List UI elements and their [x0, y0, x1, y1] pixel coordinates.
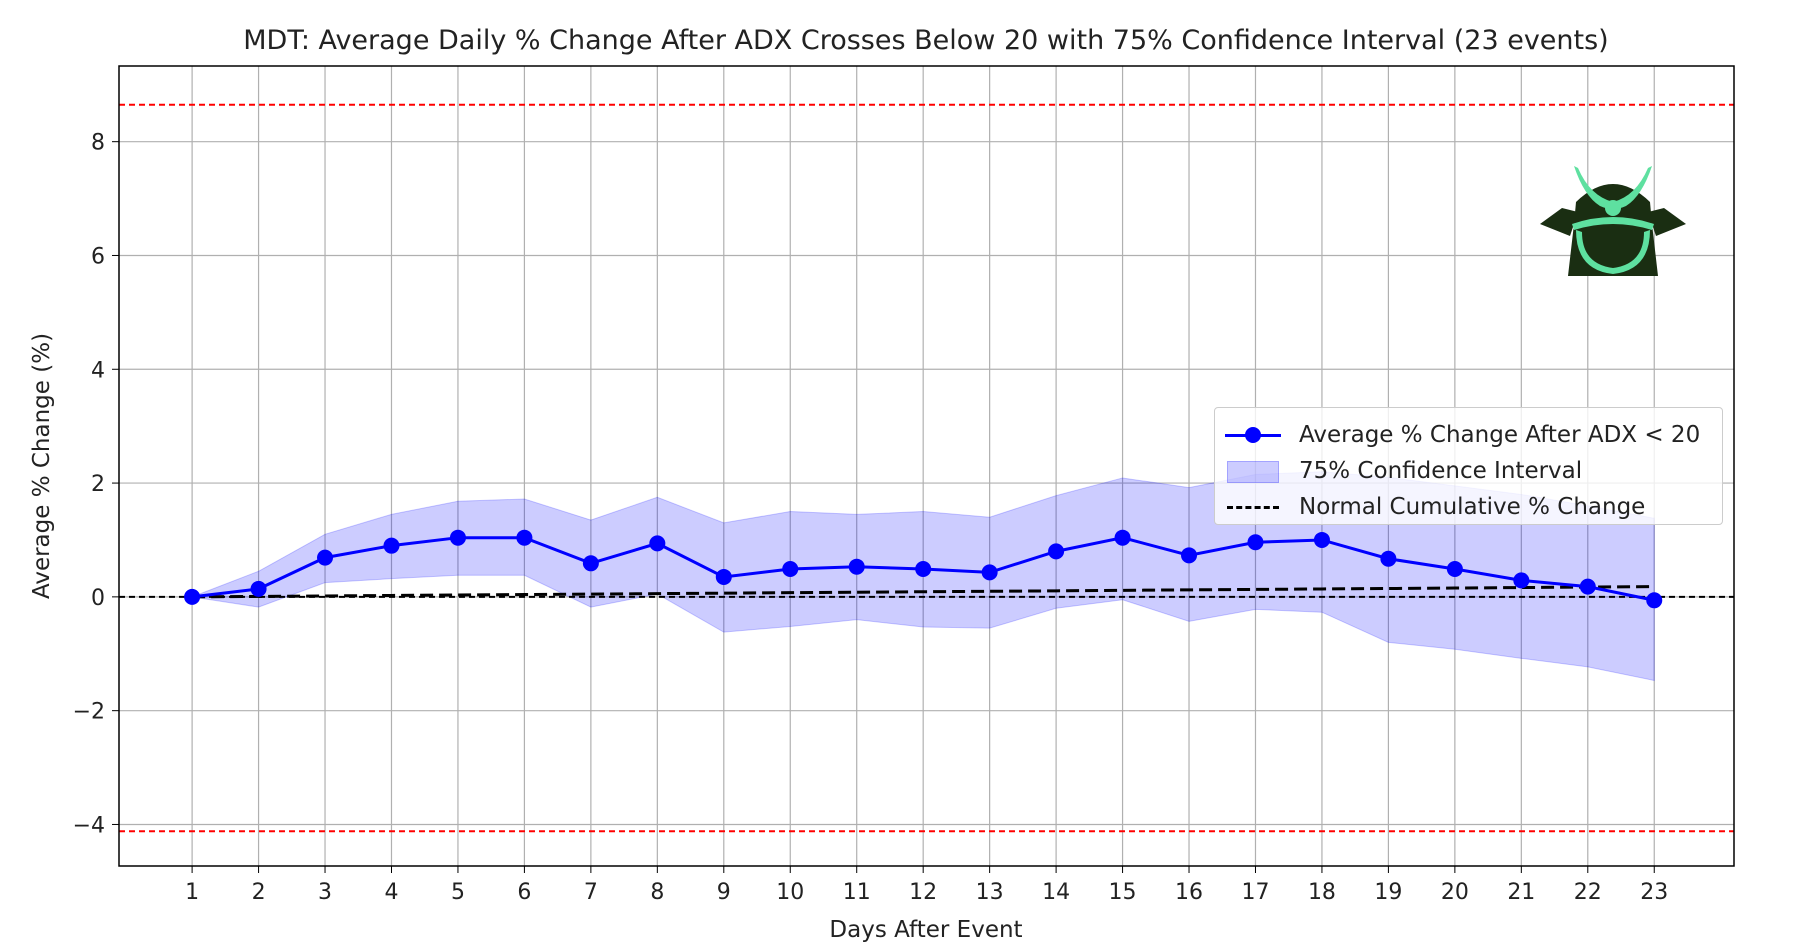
x-tick-label: 11 [843, 880, 871, 905]
x-tick-label: 14 [1042, 880, 1070, 905]
legend-band-icon [1225, 458, 1281, 484]
x-tick-label: 15 [1109, 880, 1137, 905]
average-point [915, 560, 932, 577]
y-tick-label: 0 [91, 586, 105, 611]
y-tick-label: −4 [73, 813, 105, 838]
chart-title: MDT: Average Daily % Change After ADX Cr… [243, 25, 1608, 56]
x-tick-label: 7 [584, 880, 598, 905]
y-tick-label: 2 [91, 472, 105, 497]
average-point [848, 558, 865, 575]
average-point [1579, 578, 1596, 595]
legend-label: 75% Confidence Interval [1299, 458, 1583, 484]
average-point [317, 549, 334, 566]
average-point [649, 535, 666, 552]
average-point [1114, 529, 1131, 546]
y-axis: −4 −2 0 2 4 6 8 [73, 131, 119, 838]
x-tick-label: 6 [517, 880, 531, 905]
x-tick-label: 4 [384, 880, 398, 905]
average-point [582, 555, 599, 572]
x-tick-label: 3 [318, 880, 332, 905]
x-tick-label: 2 [252, 880, 266, 905]
average-point [1181, 547, 1198, 564]
average-point [1048, 543, 1065, 560]
x-tick-label: 13 [976, 880, 1004, 905]
legend-dashed-line-icon [1225, 494, 1281, 520]
x-tick-label: 17 [1241, 880, 1269, 905]
x-tick-label: 9 [717, 880, 731, 905]
y-axis-label: Average % Change (%) [29, 333, 55, 599]
samurai-logo-icon [1540, 166, 1686, 276]
average-point [981, 564, 998, 581]
average-point [715, 568, 732, 585]
x-tick-label: 19 [1374, 880, 1402, 905]
y-tick-label: 6 [91, 244, 105, 269]
legend: Average % Change After ADX < 20 75% Conf… [1214, 407, 1723, 525]
average-point [184, 588, 201, 605]
legend-item-average: Average % Change After ADX < 20 [1225, 420, 1700, 450]
x-axis: 1 2 3 4 5 6 7 8 9 10 11 12 13 14 15 16 17 18 19 20 21 22 23 [185, 866, 1668, 905]
average-point [1313, 531, 1330, 548]
legend-item-ci: 75% Confidence Interval [1225, 456, 1582, 486]
legend-line-marker-icon [1225, 422, 1281, 448]
x-tick-label: 21 [1507, 880, 1535, 905]
average-point [383, 537, 400, 554]
x-axis-label: Days After Event [829, 917, 1022, 943]
legend-label: Average % Change After ADX < 20 [1299, 422, 1701, 448]
average-point [1446, 560, 1463, 577]
x-tick-label: 10 [776, 880, 804, 905]
x-tick-label: 8 [650, 880, 664, 905]
x-tick-label: 16 [1175, 880, 1203, 905]
series-layer [184, 529, 1663, 609]
average-point [1646, 592, 1663, 609]
x-tick-label: 1 [185, 880, 199, 905]
x-tick-label: 18 [1308, 880, 1336, 905]
average-point [1380, 550, 1397, 567]
average-point [516, 529, 533, 546]
average-point [250, 580, 267, 597]
y-tick-label: 4 [91, 358, 105, 383]
reference-lines [119, 103, 1734, 833]
legend-label: Normal Cumulative % Change [1299, 494, 1646, 520]
average-point [1247, 534, 1264, 551]
x-tick-label: 23 [1640, 880, 1668, 905]
x-tick-label: 20 [1441, 880, 1469, 905]
plot-frame [118, 65, 1735, 867]
average-point [1513, 572, 1530, 589]
y-tick-label: 8 [91, 131, 105, 156]
x-tick-label: 22 [1574, 880, 1602, 905]
x-tick-label: 12 [909, 880, 937, 905]
average-point [782, 560, 799, 577]
normal-cumulative-line [192, 585, 1655, 599]
legend-item-normal: Normal Cumulative % Change [1225, 492, 1645, 522]
y-tick-label: −2 [73, 700, 105, 725]
average-point [449, 529, 466, 546]
x-tick-label: 5 [451, 880, 465, 905]
